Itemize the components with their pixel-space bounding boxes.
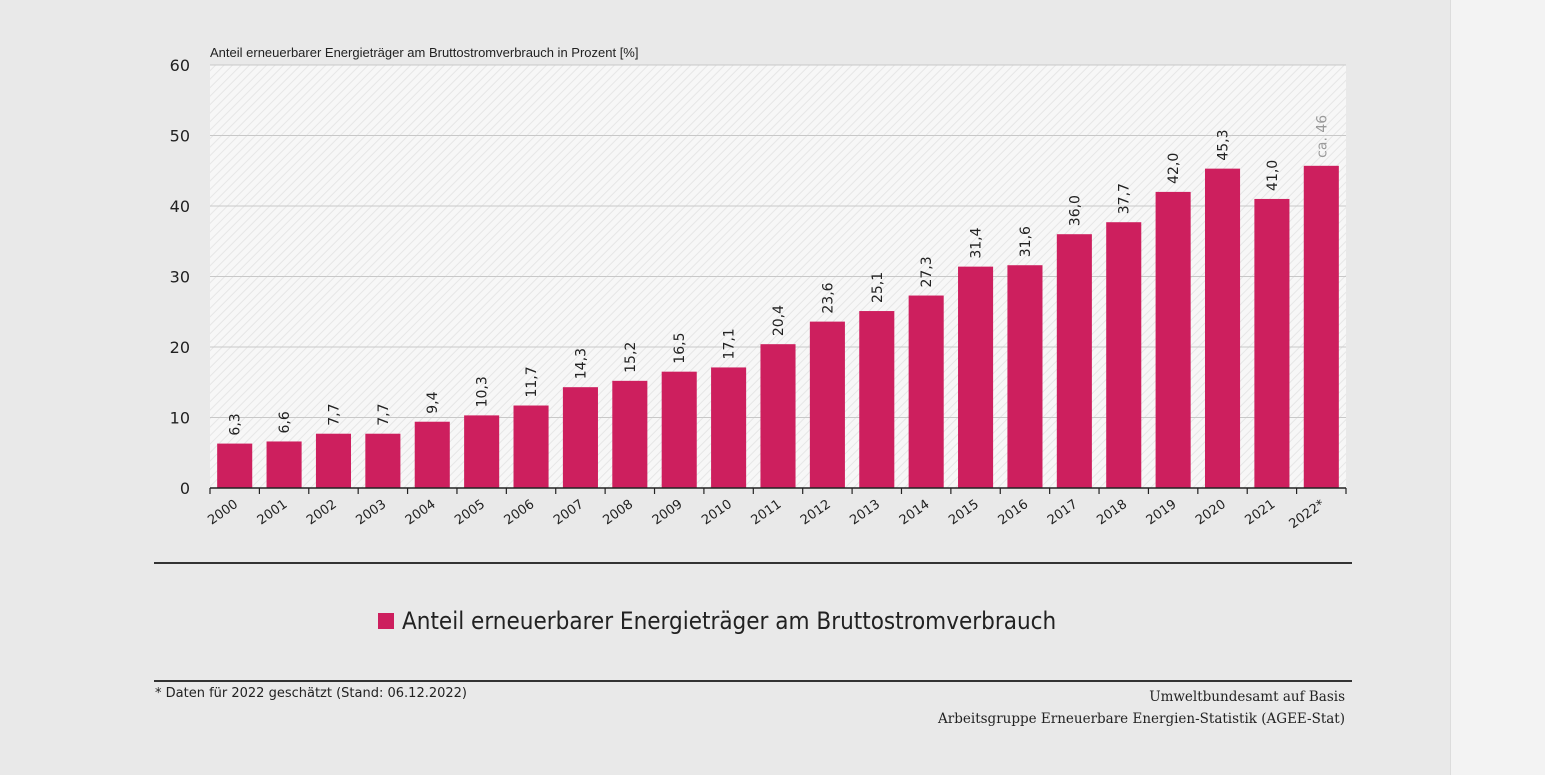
data-label: 15,2 (623, 342, 639, 373)
x-tick-label: 2003 (353, 497, 389, 528)
x-tick-label: 2016 (996, 497, 1032, 528)
x-tick-label: 2011 (749, 497, 785, 528)
bar (1204, 168, 1241, 488)
data-label: 45,3 (1216, 129, 1232, 160)
y-tick-label: 60 (170, 56, 190, 75)
y-tick-label: 40 (170, 197, 190, 216)
bar (661, 371, 697, 488)
bar (1303, 165, 1339, 488)
y-tick-label: 10 (170, 409, 190, 428)
x-tick-label: 2009 (650, 497, 686, 528)
x-tick-label: 2006 (502, 497, 538, 528)
bar-chart: 6,3 6,6 7,7 7,7 9,4 10,3 11,7 14,3 15,2 16,5 17,1 2… (170, 45, 1347, 532)
source-line-2: Arbeitsgruppe Erneuerbare Energien-Stati… (938, 711, 1345, 727)
data-label: 23,6 (820, 282, 836, 313)
bar (1106, 222, 1142, 488)
data-label: 42,0 (1166, 153, 1182, 184)
bar (908, 295, 944, 488)
x-tick-label: 2021 (1242, 497, 1278, 528)
bar (1056, 234, 1092, 488)
footer-separator (154, 680, 1352, 682)
bar (1254, 198, 1290, 488)
data-label: 10,3 (475, 376, 491, 407)
source-line-1: Umweltbundesamt auf Basis (1149, 689, 1345, 705)
x-tick-label: 2013 (847, 497, 883, 528)
bar (760, 344, 796, 488)
x-tick-label: 2018 (1094, 497, 1130, 528)
source-credit: Umweltbundesamt auf Basis Arbeitsgruppe … (938, 686, 1345, 730)
data-label: 36,0 (1067, 195, 1083, 226)
x-tick-label: 2005 (452, 497, 488, 528)
bar (562, 387, 598, 488)
legend-label: Anteil erneuerbarer Energieträger am Bru… (402, 607, 1057, 635)
y-tick-label: 0 (180, 479, 190, 498)
y-tick-label: 30 (170, 268, 190, 287)
x-tick-label: 2007 (551, 497, 587, 528)
legend-separator-top (154, 562, 1352, 564)
right-margin-strip (1450, 0, 1545, 775)
data-label: 7,7 (376, 403, 392, 425)
bar (315, 433, 352, 488)
x-tick-label: 2000 (205, 497, 241, 528)
data-label: 16,5 (672, 333, 688, 364)
x-tick-label: 2001 (255, 497, 291, 528)
bar (711, 367, 747, 488)
x-tick-label: 2010 (699, 497, 735, 528)
data-label: 11,7 (524, 366, 540, 397)
bar (266, 441, 302, 488)
x-tick-label: 2022* (1287, 497, 1328, 532)
data-label: 31,4 (969, 227, 985, 258)
bar (859, 311, 895, 488)
x-tick-label: 2019 (1144, 497, 1180, 528)
footnote: * Daten für 2022 geschätzt (Stand: 06.12… (155, 686, 468, 701)
data-label: 25,1 (870, 272, 886, 303)
x-tick-label: 2020 (1193, 497, 1229, 528)
bar (809, 321, 845, 488)
data-label: 31,6 (1018, 226, 1034, 257)
x-tick-label: 2012 (798, 497, 834, 528)
data-label: 27,3 (919, 256, 935, 287)
data-label: 17,1 (722, 328, 738, 359)
x-tick-label: 2008 (600, 497, 636, 528)
data-label: 41,0 (1265, 160, 1281, 191)
bar (513, 405, 549, 488)
data-label: 37,7 (1117, 183, 1133, 214)
data-label: ca. 46 (1314, 115, 1330, 158)
chart-title: Anteil erneuerbarer Energieträger am Bru… (210, 45, 638, 60)
y-tick-label: 20 (170, 338, 190, 357)
bar (1155, 191, 1191, 488)
data-label: 9,4 (425, 391, 441, 413)
data-label: 14,3 (573, 348, 589, 379)
data-label: 6,3 (228, 413, 244, 435)
bar (414, 421, 450, 488)
x-tick-label: 2014 (897, 497, 933, 528)
bar (365, 433, 401, 488)
x-tick-label: 2015 (946, 497, 982, 528)
legend-swatch (378, 613, 394, 629)
x-tick-label: 2004 (403, 497, 439, 528)
bar (958, 266, 994, 488)
y-tick-label: 50 (170, 127, 190, 146)
bar (1007, 265, 1043, 488)
data-label: 20,4 (771, 305, 787, 336)
bar (464, 415, 500, 488)
legend: Anteil erneuerbarer Energieträger am Bru… (378, 604, 1056, 638)
x-tick-label: 2002 (304, 497, 340, 528)
x-tick-label: 2017 (1045, 497, 1081, 528)
bar (217, 443, 253, 488)
bar (612, 380, 648, 488)
data-label: 7,7 (326, 403, 342, 425)
data-label: 6,6 (277, 411, 293, 433)
